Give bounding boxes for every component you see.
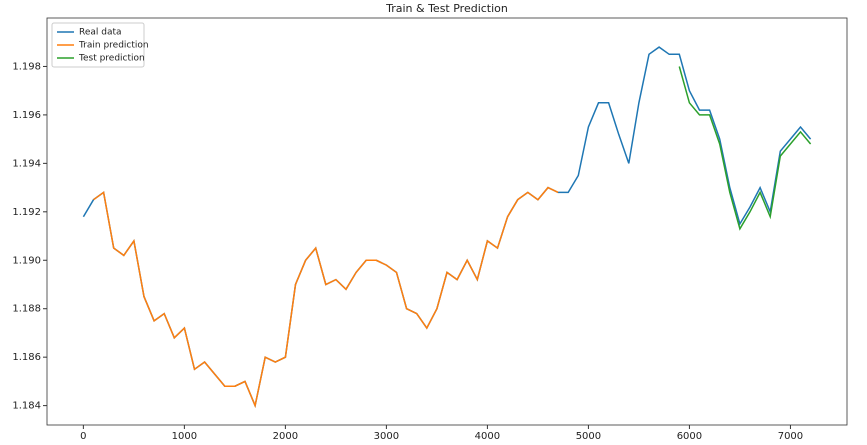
data-line (678, 66, 812, 231)
x-tick-label: 1000 (172, 431, 197, 441)
x-tick-label: 4000 (475, 431, 500, 441)
x-tick-label: 6000 (677, 431, 702, 441)
y-tick-label: 1.186 (12, 352, 41, 363)
legend-label: Train prediction (78, 41, 149, 51)
x-tick-label: 7000 (778, 431, 803, 441)
y-tick-label: 1.192 (12, 207, 41, 218)
x-tick-label: 5000 (576, 431, 601, 441)
x-tick-label: 2000 (273, 431, 298, 441)
legend-label: Test prediction (78, 54, 145, 64)
y-tick-label: 1.198 (12, 61, 41, 72)
legend-label: Real data (79, 28, 122, 38)
x-tick-label: 0 (80, 431, 86, 441)
y-tick-label: 1.196 (12, 110, 41, 121)
plot-area (46, 17, 848, 426)
chart-title: Train & Test Prediction (385, 2, 508, 15)
y-tick-label: 1.190 (12, 255, 41, 266)
y-tick-label: 1.184 (12, 401, 41, 412)
data-line (82, 46, 812, 409)
y-tick-label: 1.188 (12, 304, 41, 315)
legend-box (51, 22, 145, 68)
data-line (93, 186, 559, 409)
x-tick-label: 3000 (374, 431, 399, 441)
y-tick-label: 1.194 (12, 158, 41, 169)
